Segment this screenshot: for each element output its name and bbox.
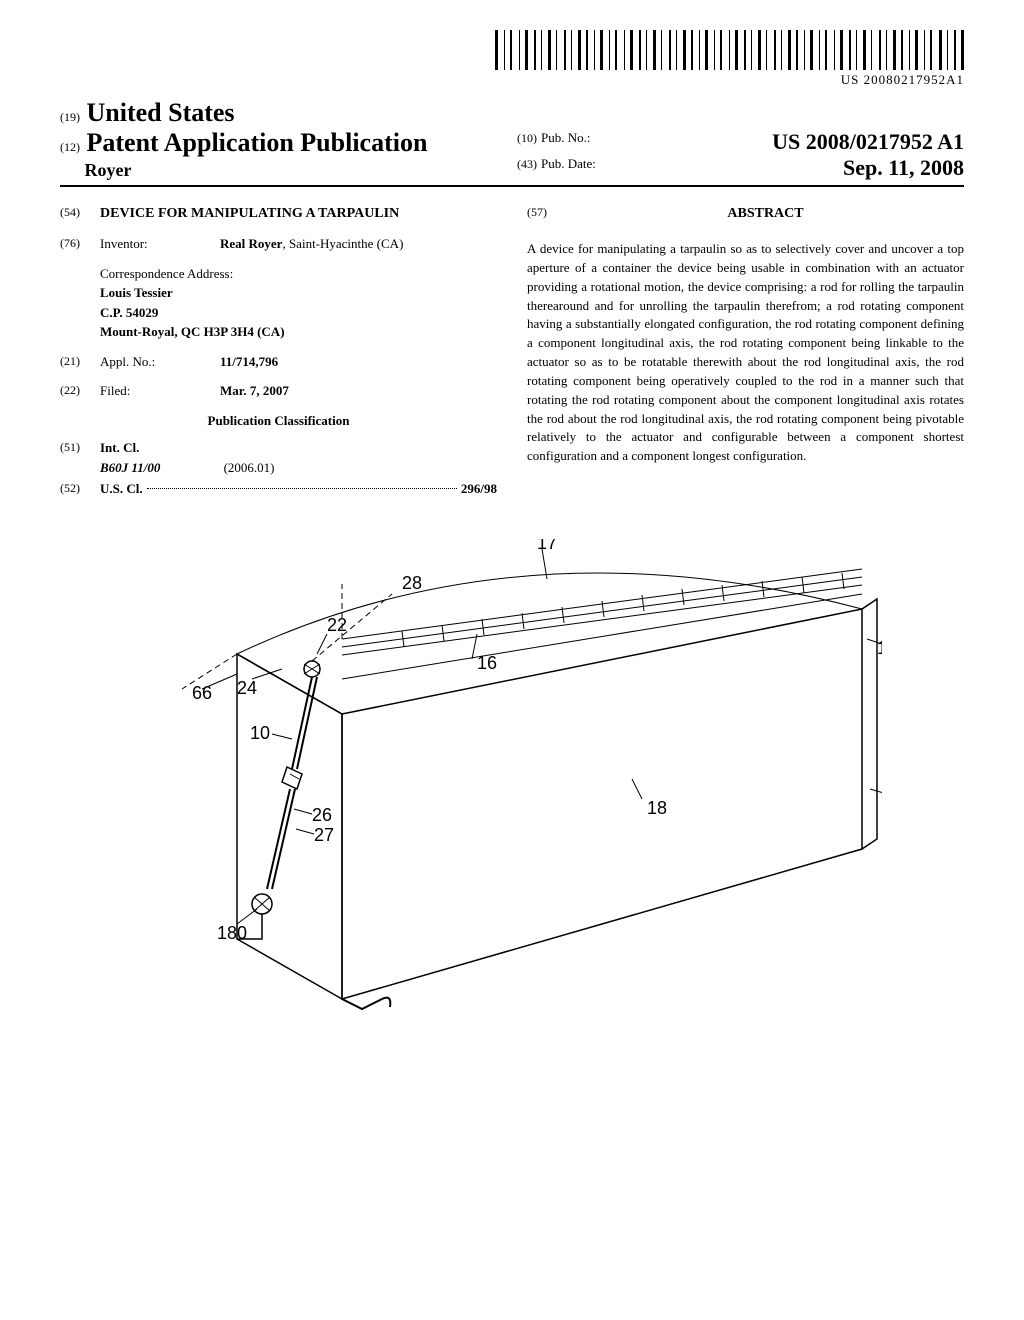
fig-label-66: 66 <box>192 683 212 703</box>
pub-type-prefix: (12) <box>60 140 80 154</box>
figure-area: 28 17 22 16 19 66 24 10 21 26 27 18 180 <box>60 539 964 1024</box>
barcode-graphic <box>495 30 964 70</box>
pub-no-line: (10) Pub. No.: US 2008/0217952 A1 <box>517 129 964 147</box>
fig-label-10: 10 <box>250 723 270 743</box>
uscl-row: (52) U.S. Cl. 296/98 <box>60 479 497 499</box>
abstract-text: A device for manipulating a tarpaulin so… <box>527 240 964 466</box>
intcl-value: B60J 11/00 <box>100 460 160 475</box>
corr-line3: Mount-Royal, QC H3P 3H4 (CA) <box>100 324 285 339</box>
uscl-code: (52) <box>60 479 100 499</box>
abstract-heading: ABSTRACT <box>567 203 964 224</box>
inventor-rest: , Saint-Hyacinthe (CA) <box>282 236 403 251</box>
uscl-label: U.S. Cl. <box>100 479 143 499</box>
appl-no-row: (21) Appl. No.: 11/714,796 <box>60 352 497 372</box>
author-name: Royer <box>85 160 132 180</box>
fig-label-17: 17 <box>537 539 557 553</box>
inventor-name-bold: Real Royer <box>220 236 282 251</box>
pub-type: Patent Application Publication <box>87 128 428 157</box>
fig-label-19: 19 <box>877 638 882 658</box>
abstract-code: (57) <box>527 203 567 232</box>
barcode-text: US 20080217952A1 <box>60 72 964 88</box>
filed-label: Filed: <box>100 381 220 401</box>
barcode-section: US 20080217952A1 <box>60 30 964 88</box>
intcl-year: (2006.01) <box>224 460 275 475</box>
correspondence-row: Correspondence Address: Louis Tessier C.… <box>60 264 497 342</box>
appl-label: Appl. No.: <box>100 352 220 372</box>
header-right: (10) Pub. No.: US 2008/0217952 A1 (43) P… <box>507 129 964 181</box>
classification-heading: Publication Classification <box>60 411 497 431</box>
pub-no-prefix: (10) <box>517 131 537 145</box>
pub-date: Sep. 11, 2008 <box>843 155 964 181</box>
filed-code: (22) <box>60 381 100 401</box>
fig-label-24: 24 <box>237 678 257 698</box>
pub-date-prefix: (43) <box>517 157 537 171</box>
author-line: (12) Royer <box>60 160 507 181</box>
inventor-label: Inventor: <box>100 234 220 254</box>
filed-value: Mar. 7, 2007 <box>220 383 289 398</box>
uscl-content: U.S. Cl. 296/98 <box>100 479 497 499</box>
invention-title: DEVICE FOR MANIPULATING A TARPAULIN <box>100 203 399 224</box>
fig-label-16: 16 <box>477 653 497 673</box>
document-header: (19) United States (12) Patent Applicati… <box>60 98 964 187</box>
inventor-value: Real Royer, Saint-Hyacinthe (CA) <box>220 234 497 254</box>
fig-label-26: 26 <box>312 805 332 825</box>
fig-label-27: 27 <box>314 825 334 845</box>
inventor-row: (76) Inventor: Real Royer, Saint-Hyacint… <box>60 234 497 254</box>
fig-label-28: 28 <box>402 573 422 593</box>
pub-date-line: (43) Pub. Date: Sep. 11, 2008 <box>517 155 964 173</box>
biblio-left-column: (54) DEVICE FOR MANIPULATING A TARPAULIN… <box>60 203 497 509</box>
patent-figure: 28 17 22 16 19 66 24 10 21 26 27 18 180 <box>142 539 882 1019</box>
pub-no-label: Pub. No.: <box>541 130 590 145</box>
intcl-block: Int. Cl. B60J 11/00 (2006.01) <box>100 438 275 477</box>
bibliographic-section: (54) DEVICE FOR MANIPULATING A TARPAULIN… <box>60 203 964 509</box>
title-row: (54) DEVICE FOR MANIPULATING A TARPAULIN <box>60 203 497 224</box>
fig-label-18: 18 <box>647 798 667 818</box>
filed-row: (22) Filed: Mar. 7, 2007 <box>60 381 497 401</box>
country-prefix: (19) <box>60 110 80 124</box>
country-name: United States <box>87 98 235 127</box>
biblio-right-column: (57) ABSTRACT A device for manipulating … <box>527 203 964 509</box>
appl-value: 11/714,796 <box>220 354 278 369</box>
fig-label-22: 22 <box>327 615 347 635</box>
correspondence-block: Correspondence Address: Louis Tessier C.… <box>100 264 285 342</box>
fig-label-180: 180 <box>217 923 247 943</box>
country-line: (19) United States <box>60 98 507 128</box>
pub-date-label: Pub. Date: <box>541 156 596 171</box>
pub-type-line: (12) Patent Application Publication <box>60 128 507 158</box>
abstract-header: (57) ABSTRACT <box>527 203 964 232</box>
intcl-label: Int. Cl. <box>100 440 139 455</box>
header-left: (19) United States (12) Patent Applicati… <box>60 98 507 181</box>
intcl-row: (51) Int. Cl. B60J 11/00 (2006.01) <box>60 438 497 477</box>
appl-code: (21) <box>60 352 100 372</box>
dotted-leader <box>147 488 457 489</box>
intcl-code: (51) <box>60 438 100 477</box>
title-code: (54) <box>60 203 100 224</box>
pub-no: US 2008/0217952 A1 <box>772 129 964 155</box>
inventor-code: (76) <box>60 234 100 254</box>
corr-line1: Louis Tessier <box>100 285 173 300</box>
uscl-value: 296/98 <box>461 479 497 499</box>
corr-label: Correspondence Address: <box>100 264 285 284</box>
corr-line2: C.P. 54029 <box>100 305 158 320</box>
